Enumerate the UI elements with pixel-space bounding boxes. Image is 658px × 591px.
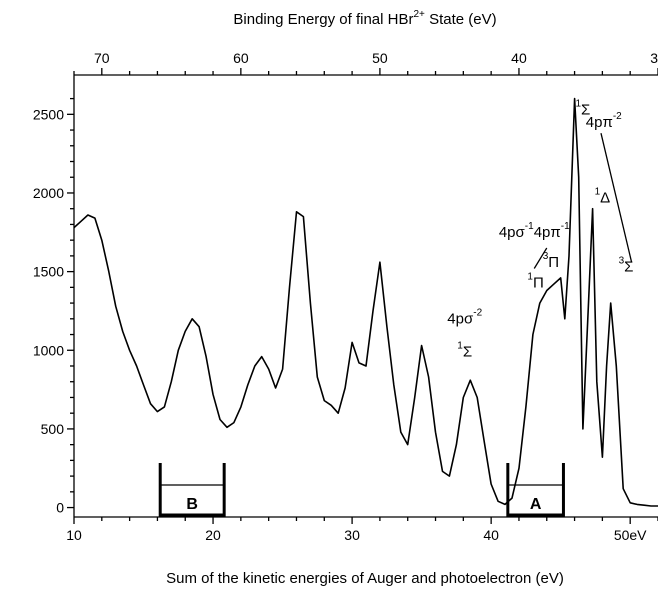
region-b-bracket: B	[158, 463, 226, 517]
series-layer	[73, 97, 658, 507]
peak-annotation: 4pσ-14pπ-1	[499, 221, 570, 241]
x-axis-ticks: 10 20 30 40 50eV	[66, 517, 658, 543]
x-tick-label: 30	[344, 527, 360, 543]
peak-annotation: 4pπ-2	[586, 111, 622, 131]
peak-annotation: 1Σ	[457, 341, 472, 361]
top-tick-label: 30	[650, 50, 658, 66]
top-tick-label: 50	[372, 50, 388, 66]
top-tick-label: 40	[511, 50, 527, 66]
top-tick-label: 70	[94, 50, 110, 66]
x-tick-label: 20	[205, 527, 221, 543]
plot-frame	[73, 74, 658, 518]
y-tick-label: 1500	[33, 264, 64, 280]
peak-annotation: 1Π	[527, 271, 543, 291]
region-label: B	[186, 496, 198, 513]
x-tick-label: 50eV	[614, 527, 647, 543]
y-tick-label: 0	[56, 500, 64, 516]
region-label: A	[530, 496, 542, 513]
y-tick-label: 1000	[33, 342, 64, 358]
y-tick-label: 2500	[33, 106, 64, 122]
peak-annotation: 4pσ-2	[447, 308, 482, 328]
pi-pointer-line	[533, 247, 548, 269]
top-axis-title: Binding Energy of final HBr2+ State (eV)	[233, 9, 496, 28]
y-axis-ticks: 0 500 1000 1500 2000 2500	[33, 97, 74, 516]
peak-annotation: 1Σ	[575, 98, 590, 118]
pi-2-pointer-line	[600, 133, 633, 263]
peak-annotation: 3Σ	[619, 256, 634, 276]
top-axis-ticks: 70 60 50 40 30	[73, 50, 658, 75]
peak-annotation: 1Δ	[595, 186, 611, 206]
y-tick-label: 2000	[33, 185, 64, 201]
x-axis-title: Sum of the kinetic energies of Auger and…	[166, 570, 564, 587]
top-tick-label: 60	[233, 50, 249, 66]
peak-annotation: 3Π	[543, 251, 559, 271]
y-tick-label: 500	[41, 421, 65, 437]
region-a-bracket: A	[506, 463, 565, 517]
spectrum-line	[73, 97, 658, 507]
x-tick-label: 10	[66, 527, 82, 543]
x-tick-label: 40	[483, 527, 499, 543]
